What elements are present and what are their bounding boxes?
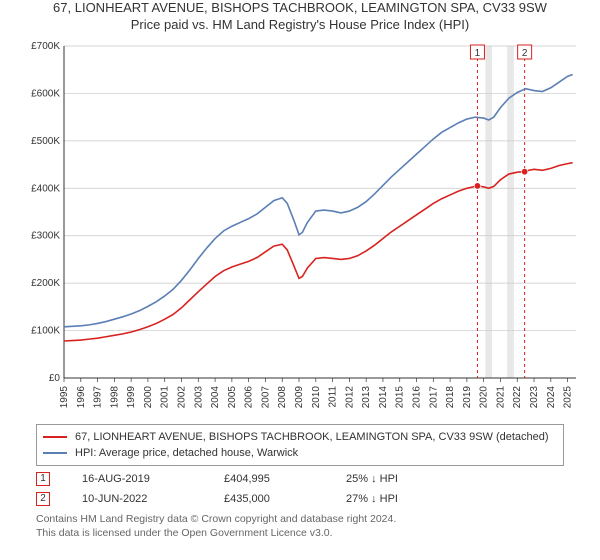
event-marker-box: 2: [36, 492, 50, 506]
svg-text:2001: 2001: [160, 385, 171, 408]
svg-text:2020: 2020: [479, 385, 490, 408]
chart-container: £0 £100K £200K £300K £400K £500K £600K £700K 199…: [20, 38, 580, 418]
svg-text:2011: 2011: [328, 385, 339, 407]
svg-text:£300K: £300K: [31, 230, 60, 241]
svg-text:2025: 2025: [563, 385, 574, 408]
legend-item: 67, LIONHEART AVENUE, BISHOPS TACHBROOK,…: [43, 429, 557, 445]
svg-text:1999: 1999: [126, 385, 137, 408]
svg-text:1: 1: [475, 48, 481, 59]
svg-text:£500K: £500K: [31, 136, 60, 147]
svg-text:2000: 2000: [143, 385, 154, 408]
svg-text:2023: 2023: [529, 385, 540, 408]
svg-text:2013: 2013: [361, 385, 372, 408]
footer: Contains HM Land Registry data © Crown c…: [36, 512, 600, 540]
svg-text:2006: 2006: [244, 385, 255, 408]
svg-text:2003: 2003: [193, 385, 204, 408]
event-marker-box: 1: [36, 472, 50, 486]
svg-text:1996: 1996: [76, 385, 87, 408]
svg-text:2009: 2009: [294, 385, 305, 408]
svg-text:2008: 2008: [277, 385, 288, 408]
svg-text:£700K: £700K: [31, 41, 60, 52]
legend-swatch: [43, 436, 67, 438]
svg-text:2017: 2017: [428, 385, 439, 408]
svg-text:£200K: £200K: [31, 278, 60, 289]
footer-line1: Contains HM Land Registry data © Crown c…: [36, 512, 600, 526]
svg-text:2022: 2022: [512, 385, 523, 408]
chart-title-line2: Price paid vs. HM Land Registry's House …: [0, 17, 600, 34]
event-date: 10-JUN-2022: [82, 493, 192, 505]
svg-text:2021: 2021: [495, 385, 506, 408]
legend: 67, LIONHEART AVENUE, BISHOPS TACHBROOK,…: [36, 424, 564, 466]
event-price: £404,995: [224, 473, 314, 485]
svg-text:£100K: £100K: [31, 325, 60, 336]
svg-text:2002: 2002: [177, 385, 188, 408]
legend-item: HPI: Average price, detached house, Warw…: [43, 445, 557, 461]
footer-line2: This data is licensed under the Open Gov…: [36, 526, 600, 540]
svg-text:2007: 2007: [260, 385, 271, 408]
svg-text:1998: 1998: [109, 385, 120, 408]
event-date: 16-AUG-2019: [82, 473, 192, 485]
svg-text:2018: 2018: [445, 385, 456, 408]
event-row: 2 10-JUN-2022 £435,000 27% ↓ HPI: [36, 492, 600, 506]
svg-text:2016: 2016: [412, 385, 423, 408]
event-row: 1 16-AUG-2019 £404,995 25% ↓ HPI: [36, 472, 600, 486]
svg-text:2010: 2010: [311, 385, 322, 408]
svg-text:2004: 2004: [210, 385, 221, 408]
svg-text:1995: 1995: [59, 385, 70, 408]
legend-swatch: [43, 452, 67, 454]
svg-text:2015: 2015: [395, 385, 406, 408]
svg-text:£400K: £400K: [31, 183, 60, 194]
svg-text:2: 2: [522, 48, 528, 59]
svg-text:£600K: £600K: [31, 88, 60, 99]
events-table: 1 16-AUG-2019 £404,995 25% ↓ HPI 2 10-JUN-202…: [0, 472, 600, 506]
svg-text:2024: 2024: [546, 385, 557, 408]
svg-text:1997: 1997: [93, 385, 104, 408]
svg-text:2019: 2019: [462, 385, 473, 408]
legend-label: HPI: Average price, detached house, Warw…: [75, 447, 298, 459]
svg-text:2012: 2012: [344, 385, 355, 408]
line-chart: £0 £100K £200K £300K £400K £500K £600K £700K 199…: [20, 38, 580, 418]
svg-text:£0: £0: [49, 373, 61, 384]
svg-text:2005: 2005: [227, 385, 238, 408]
svg-text:2014: 2014: [378, 385, 389, 408]
event-delta: 27% ↓ HPI: [346, 493, 398, 505]
legend-label: 67, LIONHEART AVENUE, BISHOPS TACHBROOK,…: [75, 431, 549, 443]
event-delta: 25% ↓ HPI: [346, 473, 398, 485]
event-price: £435,000: [224, 493, 314, 505]
chart-title-line1: 67, LIONHEART AVENUE, BISHOPS TACHBROOK,…: [0, 0, 600, 17]
